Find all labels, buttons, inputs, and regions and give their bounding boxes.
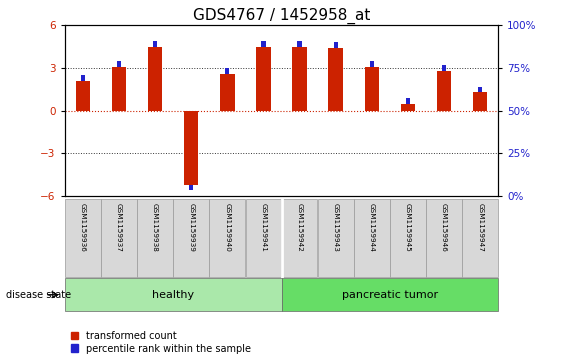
FancyBboxPatch shape (101, 199, 137, 277)
Bar (256, 47, 271, 111)
Bar (117, 61, 121, 67)
Text: pancreatic tumor: pancreatic tumor (342, 290, 438, 300)
Bar (442, 65, 446, 71)
Text: GSM1159940: GSM1159940 (224, 203, 230, 252)
Text: GSM1159942: GSM1159942 (297, 203, 302, 252)
Text: GSM1159946: GSM1159946 (441, 203, 447, 252)
FancyBboxPatch shape (209, 199, 245, 277)
Text: GSM1159936: GSM1159936 (80, 203, 86, 252)
Text: disease state: disease state (6, 290, 71, 300)
FancyBboxPatch shape (65, 278, 282, 311)
Bar (370, 61, 374, 67)
Text: GSM1159945: GSM1159945 (405, 203, 411, 252)
FancyBboxPatch shape (462, 199, 498, 277)
FancyBboxPatch shape (318, 199, 354, 277)
FancyBboxPatch shape (282, 278, 498, 311)
Text: healthy: healthy (152, 290, 194, 300)
Bar (184, 111, 198, 185)
Bar (328, 48, 343, 111)
FancyBboxPatch shape (390, 199, 426, 277)
Title: GDS4767 / 1452958_at: GDS4767 / 1452958_at (193, 8, 370, 24)
Text: GSM1159947: GSM1159947 (477, 203, 483, 252)
Bar (75, 81, 90, 111)
Text: GSM1159939: GSM1159939 (188, 203, 194, 252)
Bar (81, 75, 85, 81)
FancyBboxPatch shape (173, 199, 209, 277)
FancyBboxPatch shape (354, 199, 390, 277)
Text: GSM1159941: GSM1159941 (261, 203, 266, 252)
Bar (333, 42, 338, 48)
FancyBboxPatch shape (426, 199, 462, 277)
Text: GSM1159943: GSM1159943 (333, 203, 339, 252)
FancyBboxPatch shape (282, 199, 318, 277)
Legend: transformed count, percentile rank within the sample: transformed count, percentile rank withi… (70, 330, 252, 355)
Text: GSM1159938: GSM1159938 (152, 203, 158, 252)
Bar (437, 71, 452, 111)
FancyBboxPatch shape (245, 199, 282, 277)
Bar (189, 185, 193, 190)
Bar (153, 41, 157, 47)
Bar (365, 67, 379, 111)
Bar (220, 74, 235, 111)
Bar (225, 68, 230, 74)
FancyBboxPatch shape (137, 199, 173, 277)
Bar (111, 67, 126, 111)
Text: GSM1159937: GSM1159937 (116, 203, 122, 252)
Bar (148, 47, 162, 111)
Bar (478, 86, 482, 92)
Bar (401, 103, 415, 111)
Bar (406, 98, 410, 103)
Text: GSM1159944: GSM1159944 (369, 203, 375, 252)
Bar (473, 92, 488, 111)
Bar (292, 47, 307, 111)
Bar (261, 41, 266, 47)
FancyBboxPatch shape (65, 199, 101, 277)
Bar (297, 41, 302, 47)
